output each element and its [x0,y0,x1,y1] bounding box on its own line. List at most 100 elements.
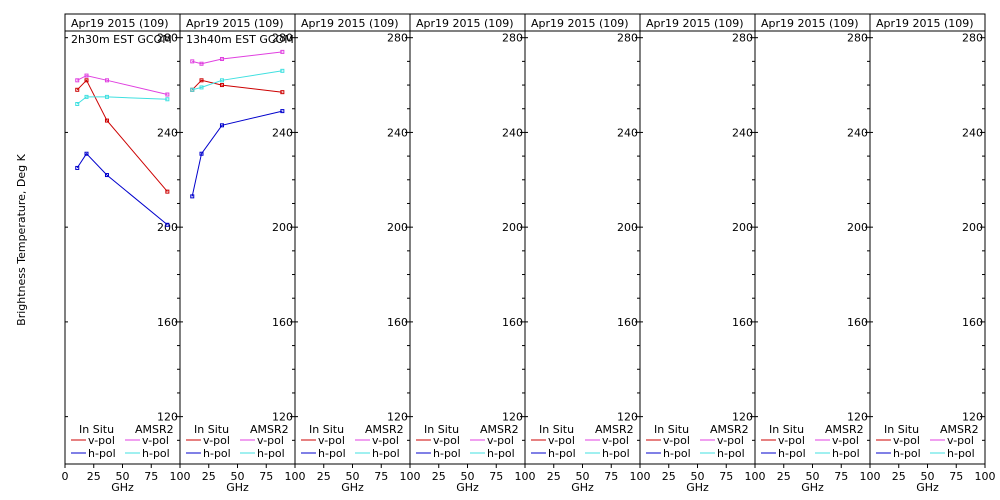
y-tick-label: 200 [157,221,178,234]
y-tick-label: 240 [617,126,638,139]
data-point [75,102,80,106]
series-line [76,152,168,226]
data-point [75,165,80,170]
x-tick-label: 75 [949,470,963,483]
x-tick-label: 50 [691,470,705,483]
x-axis-label: GHz [456,481,479,494]
panel-frame [409,13,526,465]
x-tick-label: 0 [62,470,69,483]
x-tick-label: 100 [860,470,881,483]
data-point [199,78,204,83]
legend-header-amsr2: AMSR2 [135,423,174,436]
legend-header-amsr2: AMSR2 [480,423,519,436]
x-tick-label: 100 [975,470,996,483]
legend-label-amsr2-v: v-pol [372,434,399,447]
series [75,78,170,194]
panel-title: Apr19 2015 (109) [531,17,629,30]
panel-frame [869,13,986,465]
data-point [190,194,195,199]
legend-header-amsr2: AMSR2 [250,423,289,436]
legend-header-insitu: In Situ [424,423,459,436]
legend-label-insitu-h: h-pol [318,447,346,460]
legend-label-amsr2-v: v-pol [257,434,284,447]
panel-subtitle: 2h30m EST GCOM [71,33,172,46]
panel: Apr19 2015 (109) 120 160 200 240 280 25 50 75 100… [409,13,536,494]
panel: Apr19 2015 (109) 13h40m EST GCOM 120 160 200… [179,13,306,494]
panel-title: Apr19 2015 (109) [416,17,514,30]
legend-label-amsr2-h: h-pol [947,447,975,460]
legend-label-amsr2-v: v-pol [142,434,169,447]
data-point [104,118,109,123]
y-tick-label: 240 [962,126,983,139]
legend-label-amsr2-v: v-pol [717,434,744,447]
data-point [219,83,224,88]
y-tick-label: 240 [502,126,523,139]
panel-title: Apr19 2015 (109) [646,17,744,30]
legend-header-insitu: In Situ [539,423,574,436]
x-tick-label: 25 [87,470,101,483]
panel-title: Apr19 2015 (109) [761,17,859,30]
panel: Apr19 2015 (109) 120 160 200 240 280 25 50 75 100… [639,13,766,494]
x-tick-label: 25 [317,470,331,483]
y-tick-label: 120 [732,411,753,424]
series-line [192,70,283,91]
legend-label-insitu-h: h-pol [88,447,116,460]
x-tick-label: 25 [547,470,561,483]
x-tick-label: 100 [400,470,421,483]
legend-label-amsr2-h: h-pol [257,447,285,460]
series [190,68,285,92]
panel-frame [524,13,641,465]
x-tick-label: 100 [170,470,191,483]
legend-header-amsr2: AMSR2 [595,423,634,436]
data-point [75,78,80,83]
data-point [280,90,285,95]
legend-label-amsr2-h: h-pol [832,447,860,460]
legend-label-amsr2-h: h-pol [372,447,400,460]
data-point [75,87,80,92]
panel-title: Apr19 2015 (109) [186,17,284,30]
y-tick-label: 160 [847,316,868,329]
x-axis-label: GHz [801,481,824,494]
y-tick-label: 120 [272,411,293,424]
x-axis-label: GHz [916,481,939,494]
x-tick-label: 75 [144,470,158,483]
x-tick-label: 50 [461,470,475,483]
series-line [76,79,168,192]
x-tick-label: 75 [489,470,503,483]
legend-label-insitu-v: v-pol [778,434,805,447]
x-axis-label: GHz [686,481,709,494]
x-axis-label: GHz [341,481,364,494]
x-tick-label: 25 [892,470,906,483]
y-tick-label: 200 [847,221,868,234]
series-line [76,75,168,95]
legend-label-insitu-h: h-pol [778,447,806,460]
legend-header-insitu: In Situ [654,423,689,436]
y-tick-label: 160 [502,316,523,329]
legend-label-insitu-v: v-pol [318,434,345,447]
panel: Apr19 2015 (109) 120 160 200 240 280 25 50 75 100… [754,13,881,494]
y-tick-label: 200 [387,221,408,234]
data-point [199,85,204,90]
legend-label-amsr2-h: h-pol [142,447,170,460]
panel-frame [754,13,871,465]
legend-label-insitu-v: v-pol [548,434,575,447]
series-line [76,96,168,105]
x-tick-label: 50 [116,470,130,483]
x-axis-label: GHz [571,481,594,494]
y-tick-label: 160 [387,316,408,329]
data-point [165,97,170,102]
y-tick-label: 120 [617,411,638,424]
x-tick-label: 25 [777,470,791,483]
panel: Apr19 2015 (109) 120 160 200 240 280 25 50 75 100… [294,13,421,494]
legend-label-insitu-v: v-pol [893,434,920,447]
panel-title: Apr19 2015 (109) [876,17,974,30]
series [75,73,170,97]
series-line [191,110,283,197]
x-tick-label: 75 [719,470,733,483]
y-tick-label: 280 [732,32,753,45]
legend-label-insitu-h: h-pol [663,447,691,460]
legend-header-amsr2: AMSR2 [710,423,749,436]
